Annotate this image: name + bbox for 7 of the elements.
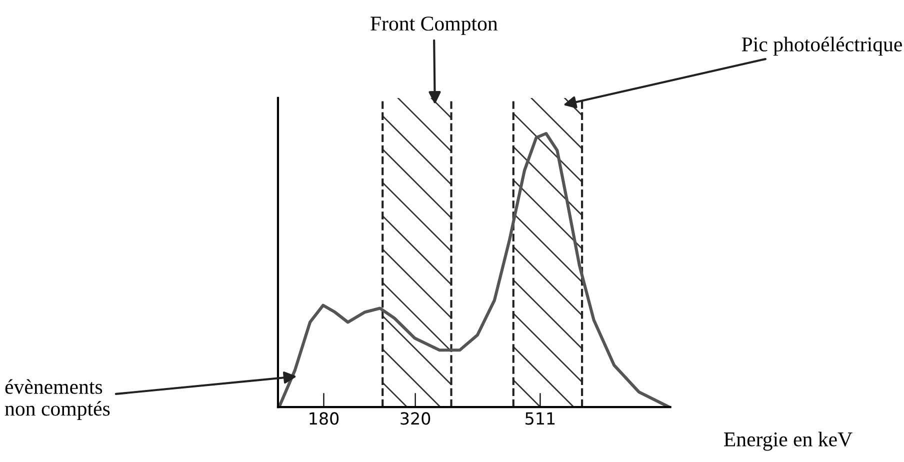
x-axis-title: Energie en keV — [724, 432, 852, 451]
x-tick-label: 320 — [400, 412, 430, 425]
x-tick-label: 511 — [526, 412, 555, 425]
x-tick-label: 180 — [310, 412, 339, 425]
text: évènements non comptés — [5, 379, 110, 420]
text: Front Compton — [370, 16, 498, 35]
text: Pic photoéléctrique — [742, 36, 902, 56]
